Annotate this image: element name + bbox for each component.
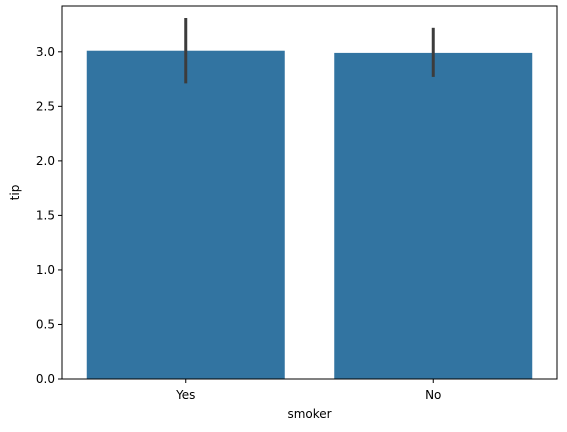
error-bars-layer (184, 17, 435, 84)
y-tick-label: 3.0 (36, 45, 55, 59)
bar-yes (86, 50, 285, 380)
y-tick-label: 0.0 (36, 372, 55, 386)
x-axis-label: smoker (287, 407, 331, 421)
x-tick-label: Yes (175, 388, 195, 402)
x-tick-label: No (425, 388, 441, 402)
bars-layer (86, 50, 533, 380)
y-tick-label: 2.0 (36, 154, 55, 168)
y-tick-label: 1.0 (36, 263, 55, 277)
y-tick-label: 0.5 (36, 317, 55, 331)
x-ticks: Yes No (175, 379, 441, 402)
plot-frame (61, 5, 558, 380)
axes-layer (61, 5, 558, 380)
y-axis-label: tip (8, 185, 22, 201)
bar-no (334, 52, 533, 380)
y-ticks: 0.0 0.5 1.0 1.5 2.0 2.5 3.0 (36, 45, 62, 386)
y-tick-label: 2.5 (36, 99, 55, 113)
y-tick-label: 1.5 (36, 208, 55, 222)
